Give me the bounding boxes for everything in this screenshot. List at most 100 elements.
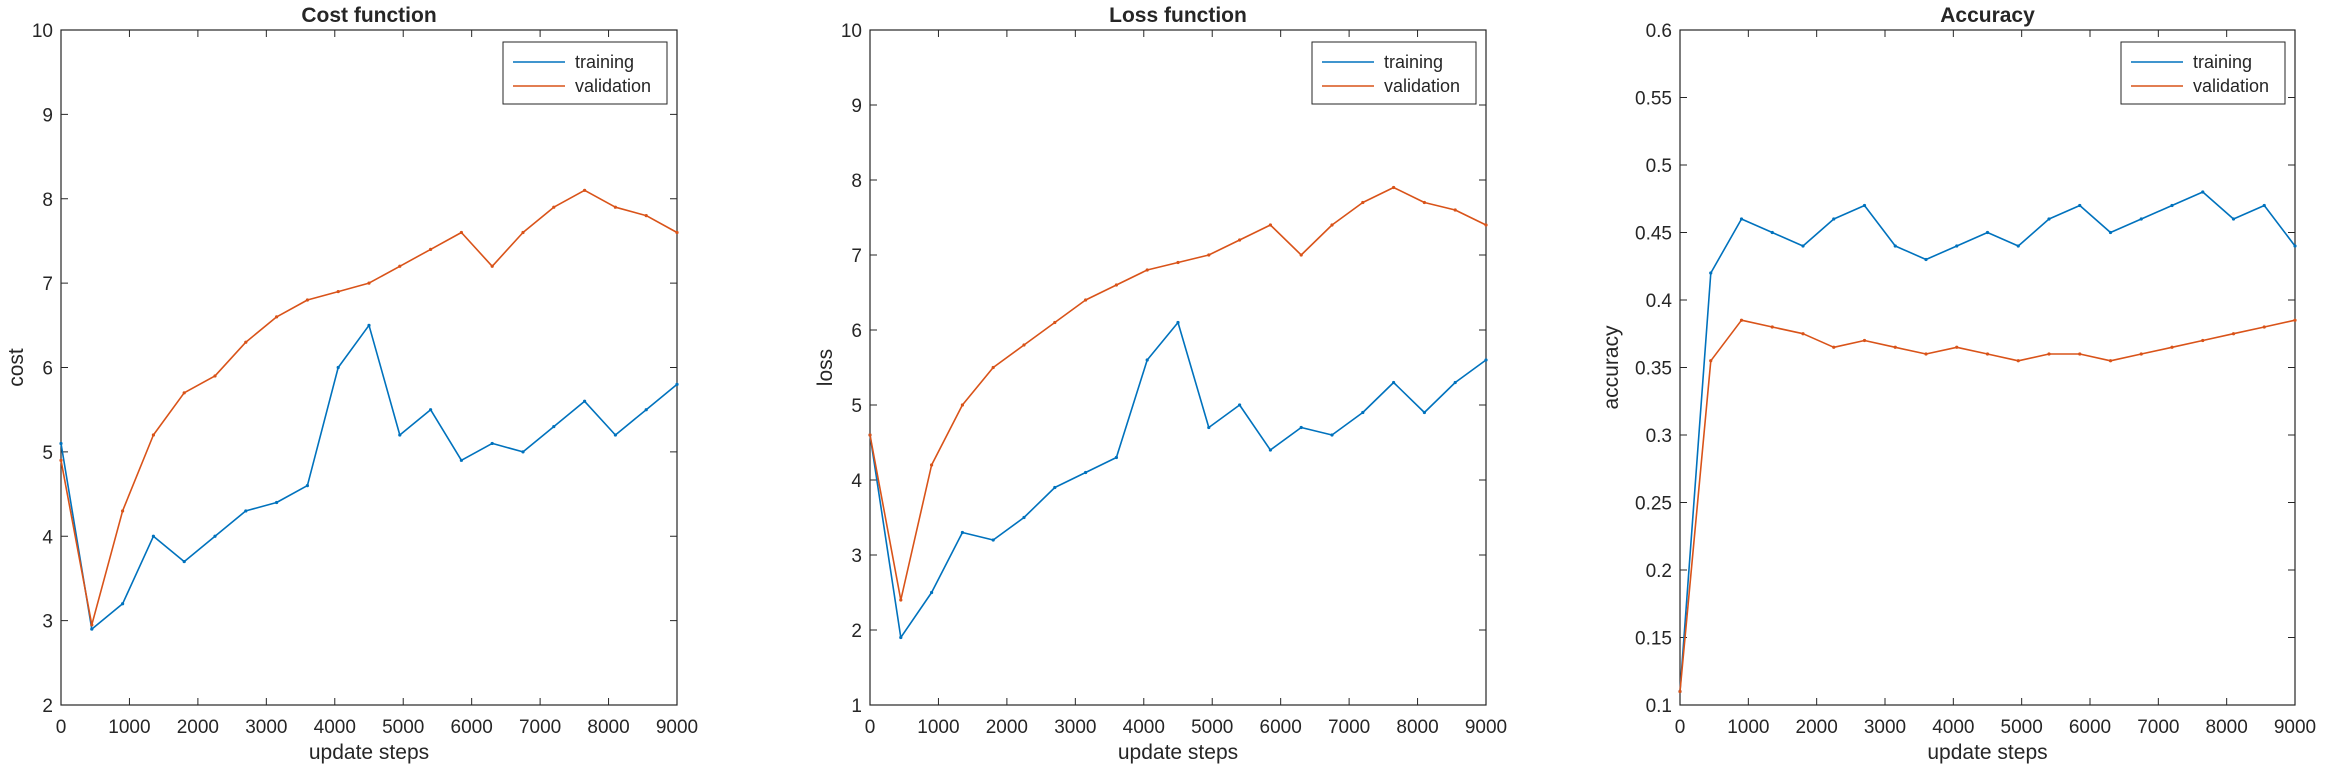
data-point-training bbox=[121, 602, 125, 606]
x-tick-label: 4000 bbox=[1123, 717, 1165, 738]
x-tick-label: 4000 bbox=[314, 717, 356, 738]
data-point-validation bbox=[2047, 352, 2051, 356]
data-point-validation bbox=[1955, 345, 1959, 349]
data-point-training bbox=[991, 538, 995, 542]
x-tick-label: 5000 bbox=[2001, 717, 2043, 738]
data-point-validation bbox=[1832, 345, 1836, 349]
y-tick-label: 0.55 bbox=[1635, 89, 1672, 110]
data-point-validation bbox=[1770, 325, 1774, 329]
data-point-validation bbox=[398, 264, 402, 268]
data-point-training bbox=[305, 484, 309, 488]
data-point-validation bbox=[2201, 338, 2205, 343]
y-tick-label: 2 bbox=[42, 696, 53, 717]
x-tick-label: 8000 bbox=[1396, 717, 1438, 738]
x-tick-label: 9000 bbox=[656, 717, 698, 738]
data-point-validation bbox=[275, 315, 279, 319]
x-tick-label: 6000 bbox=[451, 717, 493, 738]
y-tick-label: 2 bbox=[851, 621, 862, 642]
data-point-training bbox=[1985, 230, 1990, 235]
data-point-validation bbox=[583, 188, 587, 192]
y-tick-label: 7 bbox=[851, 246, 862, 267]
axes-box-cost bbox=[60, 29, 678, 706]
y-tick-label: 0.4 bbox=[1646, 291, 1673, 312]
data-point-validation bbox=[1114, 283, 1118, 287]
data-point-validation bbox=[336, 289, 340, 294]
data-point-training bbox=[2201, 190, 2205, 194]
data-point-validation bbox=[1924, 352, 1928, 356]
x-tick-label: 1000 bbox=[1727, 717, 1769, 738]
data-point-training bbox=[1145, 358, 1149, 362]
data-point-training bbox=[675, 382, 679, 386]
x-tick-label: 2000 bbox=[177, 717, 219, 738]
data-point-validation bbox=[459, 230, 463, 235]
data-point-training bbox=[151, 534, 155, 538]
y-tick-label: 0.6 bbox=[1646, 21, 1672, 42]
legend: training validation bbox=[1311, 41, 1477, 105]
x-tick-label: 6000 bbox=[2069, 717, 2111, 738]
data-point-training bbox=[490, 441, 494, 446]
x-tick-label: 9000 bbox=[2274, 717, 2316, 738]
data-point-validation bbox=[1084, 298, 1088, 302]
y-tick-label: 10 bbox=[841, 21, 862, 42]
data-point-training bbox=[1176, 320, 1180, 325]
data-point-validation bbox=[1801, 332, 1805, 336]
data-point-validation bbox=[960, 403, 965, 407]
data-point-training bbox=[1361, 410, 1365, 415]
data-point-validation bbox=[1053, 320, 1057, 325]
legend-label-training: training bbox=[1384, 52, 1443, 72]
data-point-training bbox=[1053, 485, 1057, 490]
data-point-training bbox=[2139, 217, 2143, 221]
data-point-validation bbox=[613, 205, 618, 209]
x-tick-label: 9000 bbox=[1465, 717, 1507, 738]
legend-box bbox=[2120, 41, 2286, 105]
data-point-training bbox=[1484, 358, 1488, 362]
x-tick-label: 7000 bbox=[519, 717, 561, 738]
y-tick-label: 6 bbox=[42, 359, 53, 380]
data-point-validation bbox=[59, 458, 63, 462]
data-point-validation bbox=[1145, 268, 1149, 272]
data-point-training bbox=[1330, 433, 1334, 437]
x-tick-label: 0 bbox=[1675, 717, 1686, 738]
data-point-validation bbox=[1422, 200, 1426, 205]
data-point-training bbox=[1709, 271, 1713, 275]
data-point-training bbox=[1955, 244, 1959, 248]
x-tick-label: 1000 bbox=[108, 717, 150, 738]
data-point-validation bbox=[151, 433, 155, 437]
data-point-training bbox=[59, 441, 63, 446]
x-tick-label: 7000 bbox=[2137, 717, 2179, 738]
y-axis-label: cost bbox=[5, 348, 28, 387]
data-point-training bbox=[429, 408, 433, 412]
chart-cost: 0 1000 2000 3000 4000 5000 6000 7000 8000 9000 2 3 4… bbox=[5, 4, 698, 764]
data-point-validation bbox=[2078, 352, 2082, 356]
y-tick-label: 0.25 bbox=[1635, 494, 1672, 515]
legend-label-validation: validation bbox=[2193, 76, 2269, 96]
data-point-training bbox=[1392, 380, 1396, 385]
data-point-validation bbox=[644, 214, 648, 218]
data-point-training bbox=[613, 433, 618, 437]
x-tick-label: 8000 bbox=[587, 717, 629, 738]
data-point-validation bbox=[1176, 260, 1180, 265]
data-point-validation bbox=[1392, 185, 1396, 190]
data-point-training bbox=[1299, 425, 1303, 430]
x-tick-label: 7000 bbox=[1328, 717, 1370, 738]
y-tick-label: 5 bbox=[42, 443, 53, 464]
y-tick-label: 8 bbox=[851, 171, 862, 192]
data-point-validation bbox=[1709, 359, 1713, 363]
data-point-training bbox=[2262, 203, 2266, 208]
data-point-validation bbox=[1484, 223, 1488, 227]
x-tick-label: 2000 bbox=[1796, 717, 1838, 738]
legend: training validation bbox=[502, 41, 668, 105]
data-point-validation bbox=[2108, 359, 2113, 363]
data-point-training bbox=[2078, 203, 2082, 208]
data-point-training bbox=[275, 500, 279, 505]
data-point-training bbox=[1022, 515, 1026, 520]
data-point-training bbox=[1770, 230, 1774, 235]
data-point-training bbox=[583, 399, 587, 403]
data-point-validation bbox=[2262, 325, 2266, 329]
y-tick-label: 4 bbox=[851, 471, 862, 492]
y-tick-label: 1 bbox=[851, 696, 862, 717]
chart-title: Accuracy bbox=[1940, 4, 2035, 27]
data-point-validation bbox=[1022, 343, 1026, 347]
y-tick-label: 3 bbox=[42, 612, 53, 633]
